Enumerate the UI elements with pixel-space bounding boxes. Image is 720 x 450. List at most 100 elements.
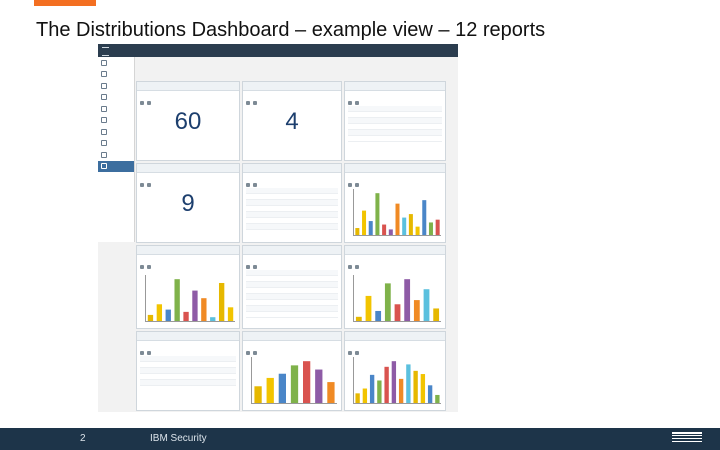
report-panel [344,245,446,329]
edit-icon[interactable] [140,265,144,269]
nav-icon [101,128,107,135]
refresh-icon[interactable] [355,101,359,105]
panel-header [243,82,341,91]
chart-bar [413,370,418,403]
panel-header [345,82,445,91]
chart-bar [402,217,407,235]
refresh-icon[interactable] [147,183,151,187]
nav-icon [101,151,107,158]
report-panel [242,163,342,243]
data-table [246,188,338,230]
edit-icon[interactable] [246,265,250,269]
edit-icon[interactable] [246,101,250,105]
chart-bar [375,310,382,321]
chart-svg [147,279,234,321]
edit-icon[interactable] [246,183,250,187]
edit-icon[interactable] [140,183,144,187]
panel-toolbar [348,101,442,106]
panel-toolbar [140,101,236,106]
data-table [140,356,236,386]
report-panel [242,331,342,411]
report-panel: 4 [242,81,342,161]
chart-bar [423,289,430,321]
chart-bar [404,279,411,321]
chart-bar [165,309,171,321]
panel-header [345,332,445,341]
chart-bar [201,298,207,321]
nav-icon [101,59,107,66]
panel-toolbar [246,183,338,188]
bar-chart [353,275,441,322]
chart-svg [254,361,335,403]
edit-icon[interactable] [140,101,144,105]
menu-icon[interactable] [102,47,109,56]
title-accent-bar [34,0,96,6]
panel-header [137,82,239,91]
sidebar [98,57,135,242]
chart-bar [290,365,299,403]
chart-bar [427,385,433,403]
chart-bar [369,374,375,403]
nav-icon [101,82,107,89]
panel-header [243,332,341,341]
bar-chart [353,189,441,236]
sidebar-item[interactable] [98,138,134,150]
chart-bar [355,393,360,403]
edit-icon[interactable] [140,351,144,355]
panel-toolbar [140,183,236,188]
refresh-icon[interactable] [147,351,151,355]
metric-value: 4 [285,108,299,135]
edit-icon[interactable] [246,351,250,355]
refresh-icon[interactable] [147,265,151,269]
chart-bar [433,308,440,321]
sidebar-item[interactable] [98,57,134,69]
report-panel [136,331,240,411]
refresh-icon[interactable] [355,351,359,355]
report-panel [344,81,446,161]
panel-toolbar [348,351,442,356]
report-panel: 60 [136,81,240,161]
edit-icon[interactable] [348,183,352,187]
sidebar-item[interactable] [98,149,134,161]
data-table [348,106,442,142]
refresh-icon[interactable] [253,101,257,105]
chart-svg [355,193,440,235]
sidebar-item[interactable] [98,80,134,92]
chart-bar [398,378,404,403]
edit-icon[interactable] [348,101,352,105]
report-panel: 9 [136,163,240,243]
sidebar-item[interactable] [98,69,134,81]
report-panel [136,245,240,329]
sidebar-item-active[interactable] [98,160,134,172]
panel-toolbar [140,265,236,270]
chart-bar [422,200,427,235]
edit-icon[interactable] [348,351,352,355]
chart-bar [254,386,262,403]
sidebar-item[interactable] [98,126,134,138]
chart-bar [415,226,420,235]
panel-toolbar [246,265,338,270]
page-number: 2 [80,433,86,444]
panel-header [137,164,239,173]
refresh-icon[interactable] [253,265,257,269]
refresh-icon[interactable] [355,265,359,269]
chart-bar [394,304,401,321]
refresh-icon[interactable] [147,101,151,105]
refresh-icon[interactable] [253,351,257,355]
chart-svg [355,279,440,321]
panel-toolbar [348,183,442,188]
panel-header [243,164,341,173]
sidebar-item[interactable] [98,103,134,115]
refresh-icon[interactable] [253,183,257,187]
refresh-icon[interactable] [355,183,359,187]
sidebar-item[interactable] [98,115,134,127]
slide-footer: 2 IBM Security [0,428,720,450]
chart-bar [156,304,163,321]
chart-bar [303,361,311,403]
sidebar-item[interactable] [98,92,134,104]
chart-bar [210,317,216,321]
chart-bar [377,380,382,403]
edit-icon[interactable] [348,265,352,269]
chart-bar [406,364,411,403]
nav-icon [101,71,107,78]
